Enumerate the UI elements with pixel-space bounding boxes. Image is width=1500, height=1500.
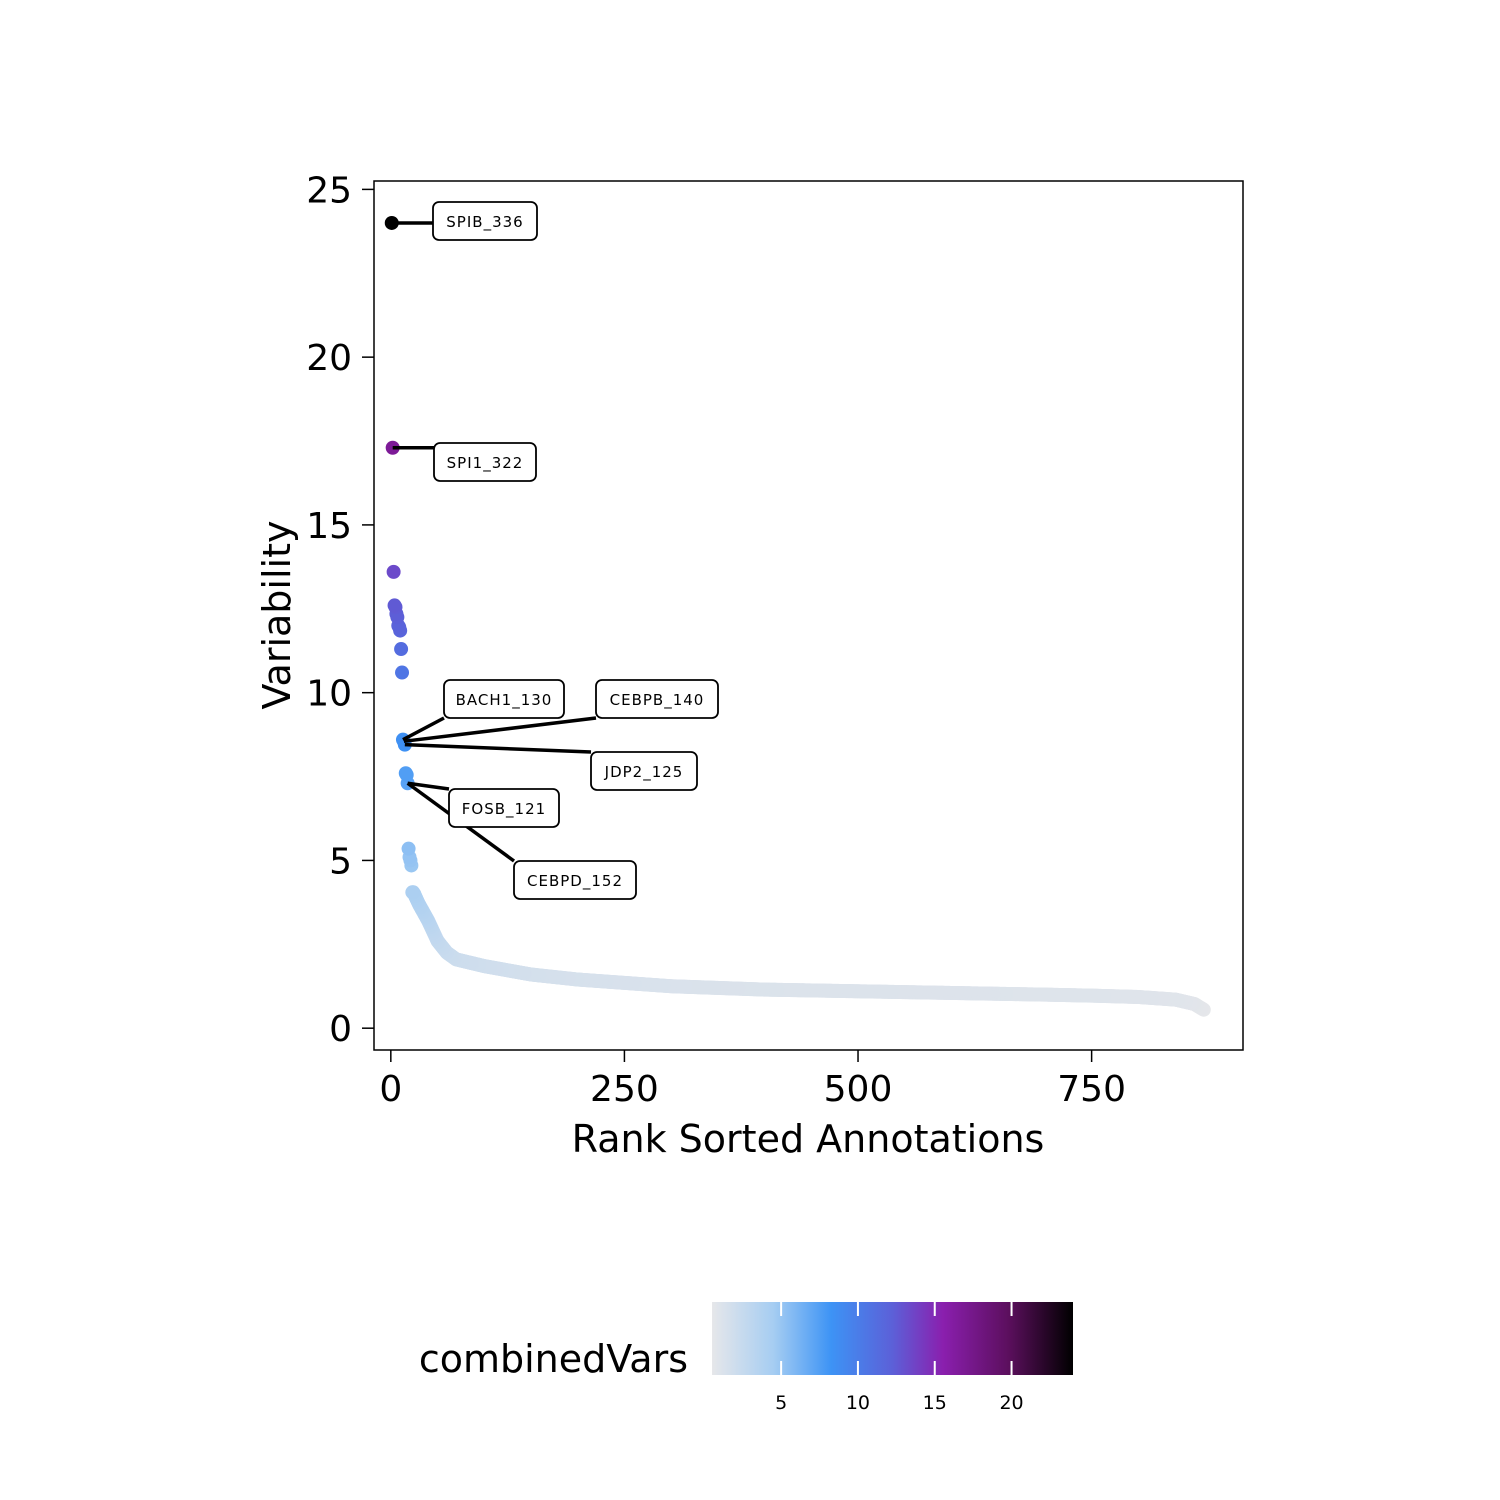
y-tick-label: 20	[306, 338, 352, 379]
legend-colorbar	[712, 1302, 1073, 1375]
y-axis: 0 5 10 15 20 25	[306, 170, 374, 1050]
plot-panel	[373, 180, 1244, 1051]
label-box	[513, 860, 637, 900]
label-box	[595, 679, 719, 719]
point-label-text: CEBPD_152	[527, 872, 623, 891]
legend-ticks: 5 10 15 20	[775, 1302, 1024, 1414]
x-tick-label: 0	[379, 1069, 402, 1110]
label-connector	[403, 716, 597, 744]
data-point	[405, 885, 420, 900]
data-point	[401, 841, 416, 856]
y-axis-title: Variability	[255, 521, 299, 710]
label-connector	[402, 716, 445, 742]
data-point	[395, 665, 410, 680]
point-label-text: SPIB_336	[446, 213, 523, 232]
point-label-text: CEBPB_140	[610, 691, 705, 710]
label-connector	[407, 781, 450, 791]
point-label-text: BACH1_130	[456, 691, 553, 710]
data-point	[387, 598, 402, 613]
data-point	[398, 766, 413, 781]
label-box	[443, 679, 565, 719]
x-tick-label: 500	[824, 1069, 893, 1110]
data-point	[386, 564, 401, 579]
point-label-text: SPI1_322	[447, 454, 524, 473]
x-axis-title: Rank Sorted Annotations	[572, 1117, 1045, 1161]
y-tick-label: 0	[329, 1009, 352, 1050]
legend-tick-label: 5	[775, 1392, 787, 1414]
x-axis: 0 250 500 750	[379, 1050, 1126, 1110]
point-labels: SPIB_336 SPI1_322 BACH1_130 CEBPB_140 JDP2_1…	[391, 201, 719, 900]
legend-tick-label: 15	[923, 1392, 947, 1414]
legend-title: combinedVars	[419, 1337, 688, 1381]
label-box	[433, 442, 537, 482]
x-tick-label: 750	[1057, 1069, 1126, 1110]
label-box	[448, 788, 560, 828]
y-tick-label: 10	[306, 674, 352, 715]
y-tick-label: 5	[329, 841, 352, 882]
x-tick-label: 250	[590, 1069, 659, 1110]
label-connector	[404, 742, 592, 754]
data-point	[394, 642, 409, 657]
y-tick-label: 15	[306, 506, 352, 547]
label-box	[432, 201, 538, 241]
legend-tick-label: 20	[999, 1392, 1023, 1414]
label-box	[590, 751, 698, 791]
legend-tick-label: 10	[846, 1392, 870, 1414]
point-label-text: FOSB_121	[462, 800, 546, 819]
point-label-text: JDP2_125	[604, 763, 684, 782]
color-legend: combinedVars 5 10 15 20	[419, 1302, 1073, 1414]
y-tick-label: 25	[306, 170, 352, 211]
